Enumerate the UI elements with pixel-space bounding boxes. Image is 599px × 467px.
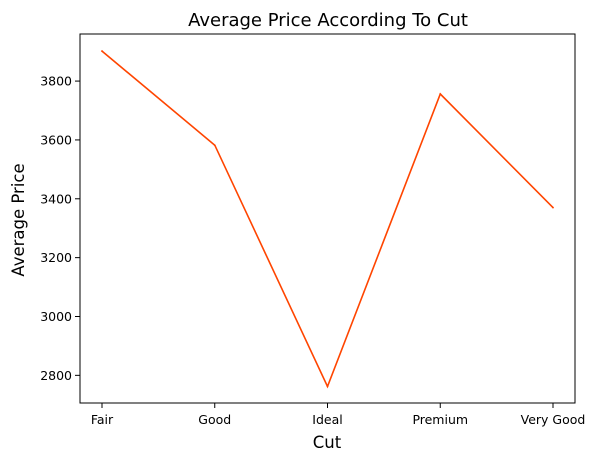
data-point <box>552 206 554 209</box>
x-tick-label: Premium <box>412 412 468 427</box>
y-tick-label: 3400 <box>40 191 72 206</box>
plot-layer <box>101 50 554 389</box>
y-tick-label: 3600 <box>40 132 72 147</box>
y-tick-label: 2800 <box>40 368 72 383</box>
data-point <box>439 93 442 95</box>
chart-title: Average Price According To Cut <box>188 10 468 31</box>
x-tick-label: Ideal <box>312 412 342 427</box>
data-point <box>326 385 329 388</box>
x-axis-label: Cut <box>313 433 342 452</box>
x-tick-label: Very Good <box>521 412 586 427</box>
data-point <box>213 144 216 147</box>
x-axis-ticks: Fair Good Ideal Premium Very Good <box>91 403 586 427</box>
y-tick-label: 3200 <box>40 250 72 265</box>
x-tick-label: Good <box>198 412 231 427</box>
plot-area-frame <box>79 33 576 404</box>
y-tick-label: 3000 <box>40 309 72 324</box>
y-tick-label: 3800 <box>40 74 72 89</box>
x-tick-label: Fair <box>91 412 114 427</box>
data-point <box>101 50 103 52</box>
y-axis-label: Average Price <box>9 163 28 276</box>
y-axis-ticks: 2800 3000 3200 3400 3600 3800 <box>40 74 80 383</box>
series-line <box>101 50 554 389</box>
